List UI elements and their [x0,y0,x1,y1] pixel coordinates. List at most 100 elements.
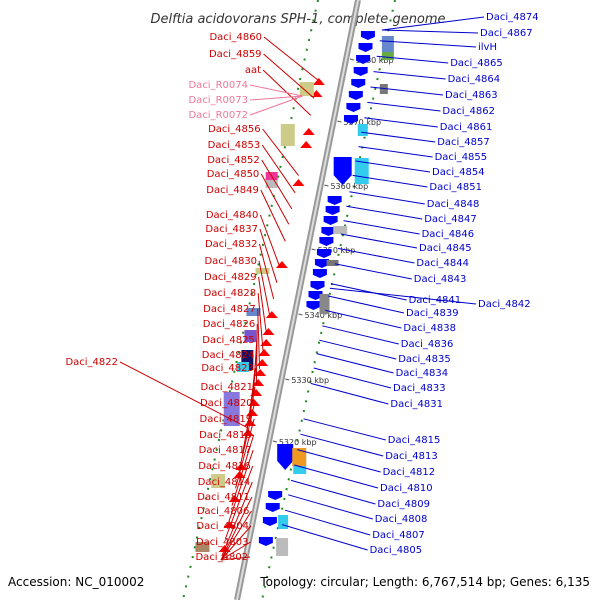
minus-gene-arrow [252,379,265,386]
leader-line [361,131,436,143]
gene-label: Daci_4845 [419,243,472,254]
leader-line [238,402,256,472]
gene-label: Daci_4833 [393,383,446,394]
gene-block-olive [211,474,226,488]
tick-mark [324,184,329,187]
gene-block-gray [265,180,278,188]
leader-line [255,323,258,386]
gene-block-gray [326,260,339,266]
gene-label: Daci_4851 [429,182,482,193]
gene-label: Daci_4848 [427,199,480,210]
leader-line [260,173,290,225]
leader-line [349,191,425,205]
gene-label: Daci_4862 [442,106,495,117]
leader-line [231,434,255,506]
gene-label: Daci_4813 [385,451,438,462]
gene-label: Daci_4847 [424,214,477,225]
leader-line [303,418,386,441]
tick-mark [311,248,316,251]
leader-line [364,117,438,128]
leader-line [258,276,268,335]
plus-gene-arrow [319,237,334,246]
leader-line [288,494,373,520]
minus-gene-arrow [302,128,315,135]
minus-gene-arrow [228,495,241,502]
plus-gene-arrow [356,55,371,64]
gene-block-green [381,52,394,60]
gene-label: Daci_4861 [440,122,493,133]
gene-label: Daci_R0074 [188,80,248,91]
leader-line [381,16,485,31]
gene-label: Daci_4832 [205,239,258,250]
gene-label: Daci_4837 [205,224,258,235]
leader-line [119,361,248,429]
gene-label: Daci_4855 [435,152,488,163]
plus-gene-arrow [351,79,366,88]
gene-block-cyan [357,124,368,136]
gene-block-gray [276,538,289,556]
leader-line [376,55,449,64]
leader-line [322,325,399,345]
gene-block-blue [246,308,261,316]
gene-label: Daci_4849 [206,185,259,196]
gene-label: Daci_R0073 [188,95,248,106]
gene-label: Daci_4864 [448,74,501,85]
gene-label: Daci_4836 [401,339,454,350]
minus-gene-arrow [262,328,275,335]
gene-label: Daci_4844 [416,258,469,269]
plus-gene-arrow [353,67,368,76]
leader-line [259,243,275,300]
plus-gene-arrow [321,227,336,236]
minus-gene-arrow [254,369,267,376]
plus-gene-arrow [312,269,327,278]
tick-mark [272,440,277,443]
leader-line [358,146,433,158]
gene-label: Daci_4814 [198,477,251,488]
leader-line [220,541,251,561]
gene-label: Daci_4812 [383,467,436,478]
gene-label: Daci_4807 [372,530,425,541]
gene-label: Daci_4819 [200,414,253,425]
gene-label: Daci_4867 [480,28,533,39]
plus-gene-arrow [343,115,358,124]
leader-line [297,449,381,473]
leader-line [261,159,293,210]
leader-line [228,449,254,522]
minus-gene-arrow [312,78,325,85]
leader-line [373,71,446,80]
gene-label: Daci_4821 [200,382,253,393]
leader-line [300,433,384,457]
gene-label: Daci_4865 [450,58,503,69]
leader-line [263,36,319,81]
plus-gene-arrow [348,91,363,100]
gene-label: Daci_4854 [432,167,485,178]
gene-label: Daci_4811 [197,492,250,503]
gene-label: Daci_4824 [202,350,255,361]
plus-gene-arrow [360,31,375,40]
plus-gene-arrow [310,281,325,290]
gene-block-gray [319,294,330,314]
leader-line [355,160,431,173]
leader-line [310,382,389,405]
gene-label: Daci_4806 [197,506,250,517]
gene-label: Daci_4809 [377,499,430,510]
plus-gene-arrow [306,301,321,310]
leader-line [257,308,261,369]
gene-label: Daci_4815 [388,435,441,446]
gene-block-orange [292,448,307,466]
gene-label: Daci_4823 [201,363,254,374]
gene-label: ilvH [478,42,497,53]
gene-label: Daci_4857 [437,137,490,148]
gene-label: Daci_4805 [370,545,423,556]
plus-gene-large [277,444,294,470]
gene-label: Daci_4820 [200,398,253,409]
leader-line [224,465,254,540]
leader-line [241,386,256,455]
plus-gene-arrow [327,196,342,205]
leader-line [249,95,303,116]
gene-label: Daci_4810 [380,483,433,494]
gene-block-brown [195,542,210,552]
plus-gene-arrow [265,503,280,512]
gene-block-purple [244,330,257,342]
